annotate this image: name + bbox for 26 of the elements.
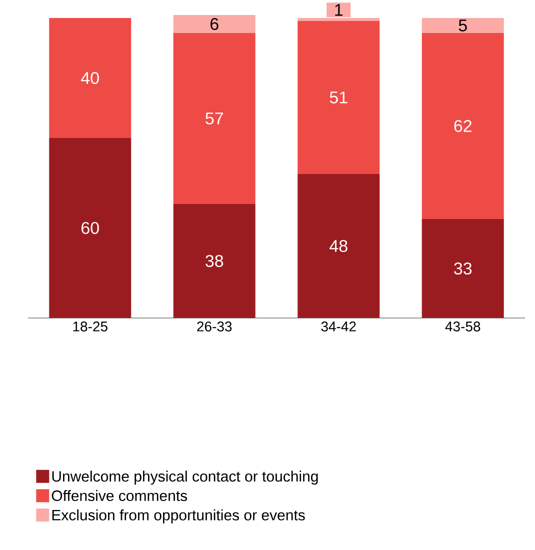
- bar: [173, 33, 256, 204]
- legend-label: Unwelcome physical contact or touching: [52, 470, 318, 485]
- data-label: 60: [82, 222, 99, 234]
- data-label: 38: [206, 254, 224, 268]
- x-tick-label: 43-58: [445, 322, 480, 332]
- data-label: 48: [330, 240, 348, 252]
- x-tick-label: 26-33: [197, 322, 232, 332]
- bar: [298, 174, 380, 318]
- bar: [49, 138, 132, 318]
- data-label: 5: [458, 20, 467, 32]
- bar: [298, 21, 380, 174]
- data-label: 57: [206, 112, 223, 124]
- data-label: 62: [454, 120, 472, 132]
- legend-label: Exclusion from opportunities or events: [52, 509, 305, 524]
- bar: [422, 219, 504, 318]
- x-tick-label: 34-42: [321, 322, 356, 332]
- data-label: 40: [81, 72, 99, 84]
- legend-label: Offensive comments: [52, 490, 188, 502]
- x-tick-label: 18-25: [73, 322, 108, 332]
- data-label: 33: [454, 262, 472, 275]
- data-label: 6: [210, 18, 218, 30]
- data-label: 51: [330, 92, 348, 104]
- bar: [49, 18, 132, 138]
- bar: [422, 33, 504, 220]
- data-label: 1: [335, 4, 343, 16]
- bar: [173, 204, 256, 318]
